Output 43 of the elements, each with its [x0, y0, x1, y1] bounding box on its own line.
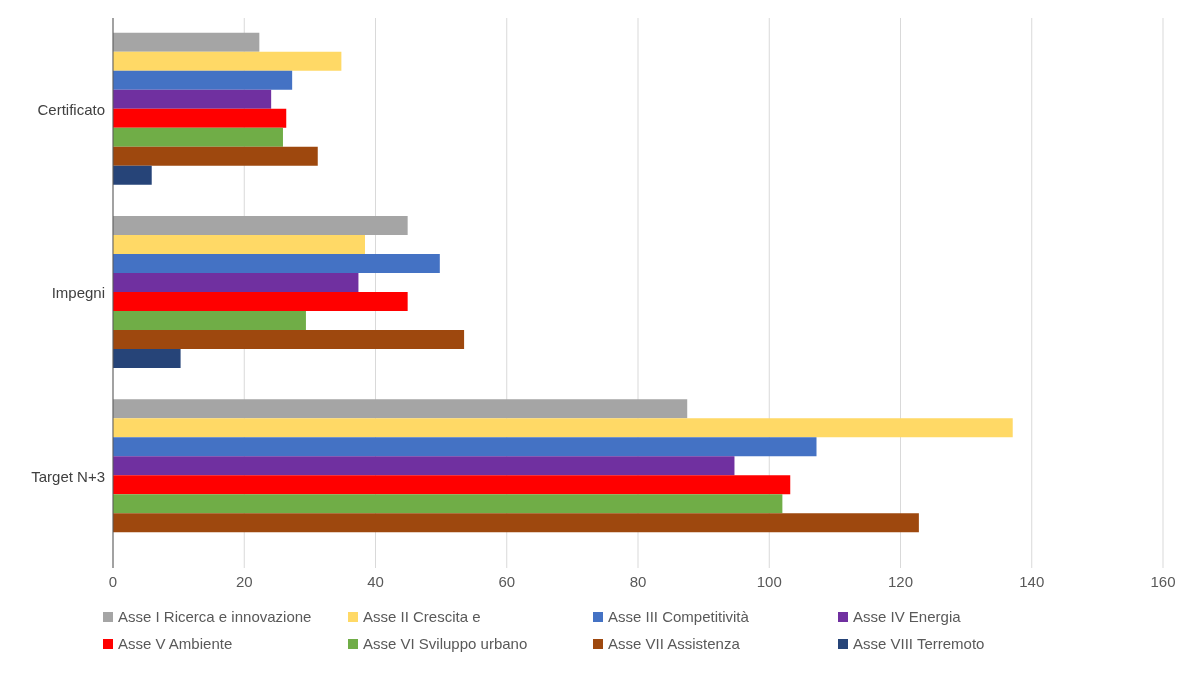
legend-label: Asse V Ambiente: [118, 635, 233, 652]
x-tick-label: 80: [629, 572, 647, 590]
bar: [113, 513, 919, 533]
bar: [113, 254, 440, 273]
legend-label: Asse VI Sviluppo urbano: [363, 635, 528, 652]
x-tick-label: 40: [367, 572, 384, 590]
bar: [113, 127, 283, 147]
bar: [113, 108, 287, 128]
bar: [113, 89, 272, 109]
x-tick-label: 160: [1150, 572, 1176, 590]
y-tick-label: Impegni: [51, 284, 105, 302]
bar: [113, 51, 342, 71]
bar: [113, 475, 791, 495]
bar: [113, 494, 783, 514]
legend-label: Asse IV Energia: [853, 608, 961, 625]
bar: [113, 146, 318, 166]
x-tick-label: 20: [235, 572, 253, 590]
bar: [113, 418, 1013, 438]
bar: [113, 330, 465, 349]
x-tick-label: 100: [756, 572, 782, 590]
bar: [113, 456, 735, 476]
bar: [113, 399, 688, 419]
bar: [113, 32, 260, 52]
y-tick-label: Certificato: [37, 100, 105, 118]
y-tick-label: Target N+3: [31, 467, 105, 485]
bar: [113, 273, 359, 292]
bar: [113, 311, 306, 330]
legend-label: Asse VII Assistenza: [608, 635, 740, 652]
bar: [113, 216, 408, 235]
legend-label: Asse II Crescita e: [363, 608, 481, 625]
legend-label: Asse III Competitività: [608, 608, 749, 625]
bar: [113, 70, 293, 90]
x-tick-label: 60: [498, 572, 516, 590]
bar: [113, 235, 365, 254]
x-tick-label: 140: [1019, 572, 1045, 590]
bar: [113, 349, 181, 368]
bar: [113, 437, 817, 457]
x-tick-label: 0: [108, 572, 118, 590]
bar: [113, 165, 152, 185]
x-tick-label: 120: [887, 572, 914, 590]
legend-label: Asse VIII Terremoto: [853, 635, 985, 652]
legend-label: Asse I Ricerca e innovazione: [118, 608, 312, 625]
bar: [113, 292, 408, 311]
